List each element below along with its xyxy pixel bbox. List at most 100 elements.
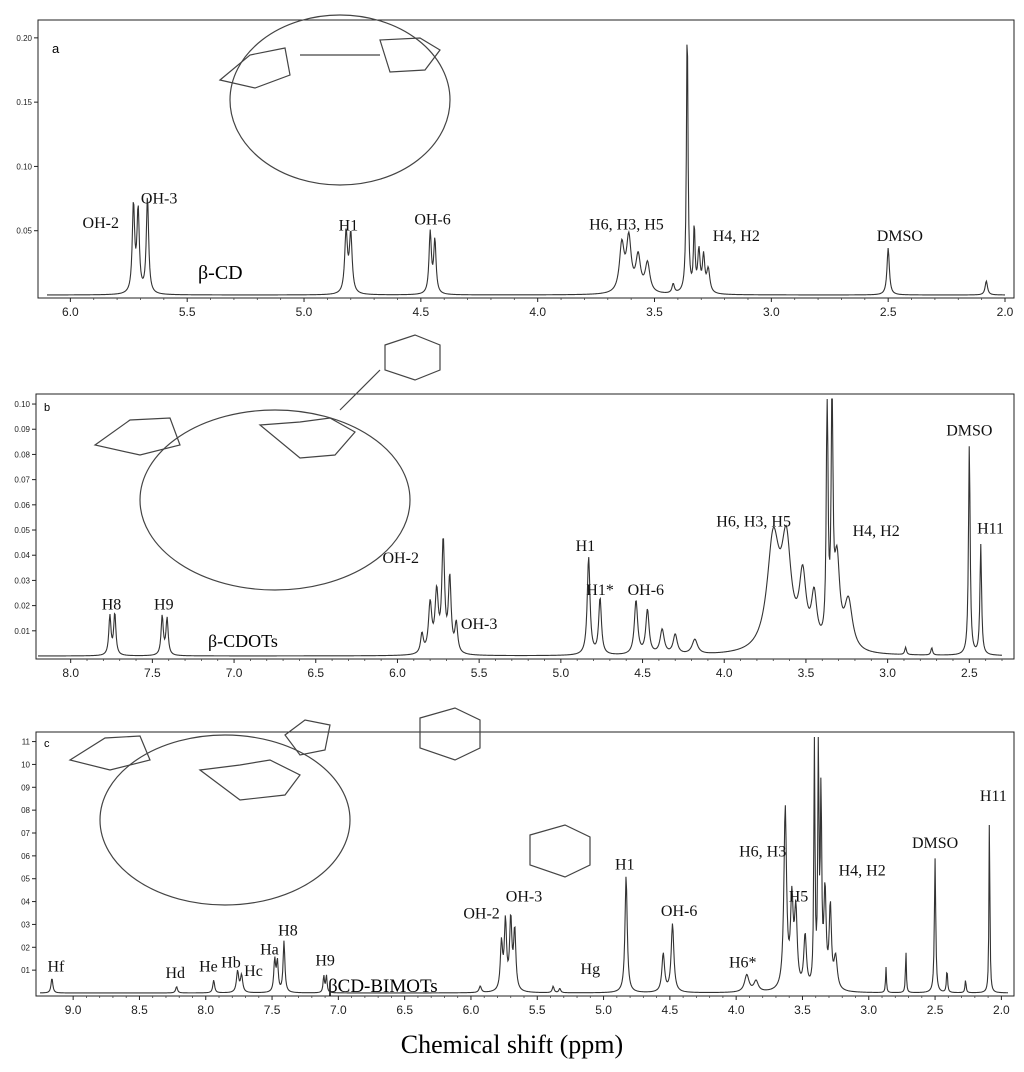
panel-a-letter: a <box>52 41 60 56</box>
x-tick-label: 6.5 <box>307 666 324 680</box>
peak-label: Hc <box>244 963 263 980</box>
peak-label: OH-2 <box>83 215 119 232</box>
x-tick-label: 2.0 <box>997 305 1014 319</box>
x-tick-label: 7.0 <box>330 1003 347 1017</box>
x-tick-label: 3.5 <box>794 1003 811 1017</box>
panel-a-compound-label: β-CD <box>198 262 243 284</box>
panel-b-compound-label: β-CDOTs <box>208 631 278 651</box>
x-tick-label: 7.0 <box>226 666 243 680</box>
x-tick-label: 2.0 <box>993 1003 1010 1017</box>
peak-label: H4, H2 <box>713 228 760 245</box>
panel-b-structure <box>93 334 441 591</box>
peak-label: H6, H3 <box>739 843 786 860</box>
x-tick-label: 6.0 <box>463 1003 480 1017</box>
y-tick-label: 0.10 <box>14 400 30 409</box>
x-axis-title: Chemical shift (ppm) <box>400 1030 624 1059</box>
x-tick-label: 3.0 <box>879 666 896 680</box>
peak-label: H9 <box>315 952 335 969</box>
x-tick-label: 4.5 <box>634 666 651 680</box>
peak-label: OH-3 <box>141 190 177 207</box>
panel-b-frame <box>35 393 1015 660</box>
y-tick-label: 0.02 <box>14 602 30 611</box>
peak-label: H4, H2 <box>853 523 900 540</box>
y-tick-label: 0.06 <box>14 501 30 510</box>
x-tick-label: 5.5 <box>179 305 196 319</box>
y-tick-label: 10 <box>21 760 30 769</box>
x-tick-label: 5.5 <box>529 1003 546 1017</box>
x-tick-label: 7.5 <box>264 1003 281 1017</box>
peak-label: OH-6 <box>414 212 450 229</box>
x-tick-label: 4.5 <box>413 305 430 319</box>
peak-label: H1 <box>615 856 635 873</box>
peak-label: Hg <box>581 961 601 978</box>
peak-label: OH-6 <box>661 903 697 920</box>
peak-label: H1 <box>339 217 359 234</box>
x-tick-label: 3.5 <box>798 666 815 680</box>
x-tick-label: 4.0 <box>716 666 733 680</box>
x-tick-label: 4.0 <box>728 1003 745 1017</box>
x-tick-label: 4.5 <box>662 1003 679 1017</box>
panel-c-structure <box>68 707 591 906</box>
y-tick-label: 03 <box>21 920 30 929</box>
x-tick-label: 3.0 <box>860 1003 877 1017</box>
x-tick-label: 4.0 <box>529 305 546 319</box>
peak-label: Hd <box>165 965 185 982</box>
panel-c-ticks: 9.0 8.5 8.0 7.5 7.0 6.5 6.0 5.5 5.0 4.5 4.0 3.5 3.0 2… <box>21 738 1010 1017</box>
panel-c-frame <box>35 731 1015 997</box>
x-tick-label: 2.5 <box>880 305 897 319</box>
y-tick-label: 05 <box>21 875 30 884</box>
y-tick-label: 02 <box>21 943 30 952</box>
peak-label: DMSO <box>877 228 923 245</box>
panel-a-peak-labels: OH-2 OH-3 H1 OH-6 H6, H3, H5 H4, H2 DMSO <box>83 190 923 245</box>
panel-b-spectrum-line <box>38 398 1003 657</box>
peak-label: H6* <box>729 954 757 971</box>
peak-label: Hb <box>221 954 241 971</box>
panel-b-peak-labels: H8 H9 OH-2 OH-3 H1 H1* OH-6 H6, H3, H5 H4, H2 DMS… <box>102 423 1004 633</box>
x-tick-label: 3.0 <box>763 305 780 319</box>
panel-b: b β-CDOTs 8.0 7.5 7.0 6.5 6.0 5.5 5.0 4.5 4.0 3.5… <box>14 334 1015 680</box>
y-tick-label: 0.05 <box>16 227 32 236</box>
peak-label: OH-2 <box>463 905 499 922</box>
y-tick-label: 08 <box>21 806 30 815</box>
peak-label: H11 <box>980 788 1007 805</box>
panel-c-letter: c <box>44 738 50 750</box>
x-tick-label: 5.5 <box>471 666 488 680</box>
x-tick-label: 6.0 <box>62 305 79 319</box>
x-tick-label: 6.0 <box>389 666 406 680</box>
y-tick-label: 0.10 <box>16 162 32 171</box>
peak-label: H8 <box>102 596 122 613</box>
panel-c-spectrum-line <box>39 736 1009 994</box>
peak-label: OH-3 <box>506 888 542 905</box>
peak-label: OH-6 <box>628 582 664 599</box>
x-tick-label: 5.0 <box>595 1003 612 1017</box>
x-tick-label: 9.0 <box>65 1003 82 1017</box>
peak-label: H4, H2 <box>839 863 886 880</box>
peak-label: OH-2 <box>383 550 419 567</box>
y-tick-label: 04 <box>21 898 30 907</box>
peak-label: DMSO <box>912 835 958 852</box>
peak-label: H1* <box>586 582 614 599</box>
panel-c: c βCD-BIMOTs 9.0 8.5 8.0 7.5 7.0 6.5 6.0 5.5 5.0… <box>21 707 1015 1017</box>
y-tick-label: 0.03 <box>14 576 30 585</box>
peak-label: OH-3 <box>461 616 497 633</box>
y-tick-label: 0.20 <box>16 34 32 43</box>
peak-label: H5 <box>789 888 809 905</box>
y-tick-label: 0.04 <box>14 551 30 560</box>
x-tick-label: 6.5 <box>396 1003 413 1017</box>
y-tick-label: 01 <box>21 966 30 975</box>
panel-a-structure <box>218 14 451 186</box>
peak-label: H9 <box>154 596 174 613</box>
panel-a-frame <box>37 19 1015 299</box>
panel-a-spectrum-line <box>47 44 1006 296</box>
peak-label: H6, H3, H5 <box>589 216 664 233</box>
peak-label: Ha <box>260 942 279 959</box>
x-tick-label: 2.5 <box>961 666 978 680</box>
y-tick-label: 0.09 <box>14 425 30 434</box>
x-tick-label: 5.0 <box>553 666 570 680</box>
peak-label: H11 <box>977 521 1004 538</box>
x-tick-label: 8.0 <box>62 666 79 680</box>
y-tick-label: 0.07 <box>14 476 30 485</box>
x-tick-label: 2.5 <box>927 1003 944 1017</box>
x-tick-label: 5.0 <box>296 305 313 319</box>
